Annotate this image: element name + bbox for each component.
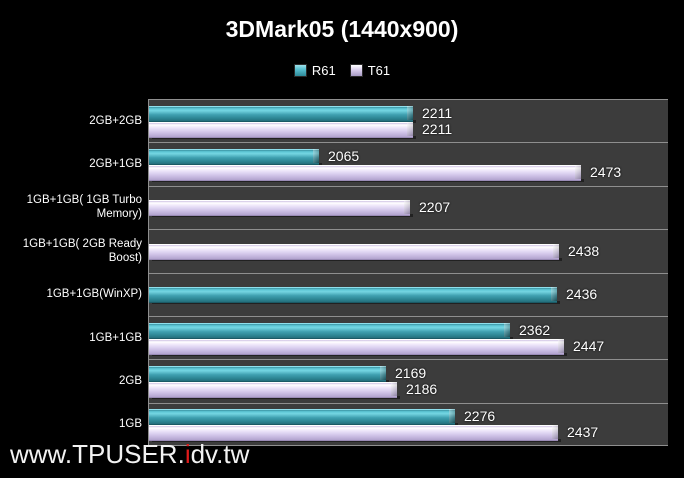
bar-t61 [149,382,400,399]
category-label: 1GB+1GB(WinXP) [46,288,142,300]
category-label: 2GB+2GB [89,115,142,127]
bar-end-cap [404,200,410,214]
bar-end-cap [553,244,559,258]
bar-body [149,323,510,339]
category-label: 1GB+1GB( 2GB Ready Boost) [22,238,142,264]
gridline [149,186,668,187]
bar-end-cap [504,323,510,337]
gridline [149,316,668,317]
category-label: 2GB+1GB [89,158,142,170]
legend-swatch-r61 [293,64,307,77]
bar-body [149,244,559,260]
watermark-suffix: dv.tw [190,439,250,469]
bar-t61 [149,425,561,442]
bar-body [149,425,558,441]
watermark-prefix: www.TPUSER. [10,439,185,469]
gridline [149,229,668,230]
bar-end-cap [551,287,557,301]
bar-t61 [149,122,416,139]
plot-border-bottom [149,445,668,446]
bar-body [149,366,386,382]
bar-body [149,106,413,122]
bar-end-cap [558,339,564,353]
chart-legend: R61 T61 [0,64,684,77]
bar-end-cap [313,149,319,163]
bar-value-label: 2362 [519,322,551,338]
bar-value-label: 2276 [464,408,496,424]
bar-value-label: 2437 [567,424,599,440]
gridline [149,142,668,143]
gridline [149,359,668,360]
bar-value-label: 2473 [590,164,622,180]
watermark: www.TPUSER.idv.tw [10,439,249,470]
bar-t61 [149,244,562,261]
legend-item-r61: R61 [293,63,336,78]
bar-body [149,165,581,181]
bar-r61 [149,149,322,166]
bar-body [149,409,455,425]
legend-label-r61: R61 [311,63,336,78]
bar-end-cap [575,165,581,179]
bar-t61 [149,339,567,356]
bar-r61 [149,106,416,123]
legend-swatch-t61 [349,64,363,77]
bar-value-label: 2438 [568,243,600,259]
gridline [149,273,668,274]
legend-label-t61: T61 [367,63,391,78]
bar-value-label: 2211 [422,121,453,137]
category-label: 1GB+1GB( 1GB Turbo Memory) [26,194,142,220]
bar-r61 [149,366,389,383]
bar-value-label: 2447 [573,338,605,354]
bar-r61 [149,287,560,304]
watermark-accent: i [184,439,191,469]
bar-end-cap [407,122,413,136]
bar-value-label: 2169 [395,365,427,381]
bar-body [149,382,397,398]
bar-value-label: 2065 [328,148,360,164]
chart-title: 3DMark05 (1440x900) [225,16,459,42]
category-label: 2GB [118,375,142,387]
bar-body [149,339,564,355]
bar-r61 [149,409,458,426]
plot-area: 2211 2211 2065 2473 2207 2438 2436 2362 2447 2169… [148,99,668,446]
bar-body [149,287,557,303]
bar-body [149,122,413,138]
bar-end-cap [449,409,455,423]
bar-end-cap [552,425,558,439]
bar-value-label: 2186 [406,381,438,397]
plot-border-top [149,99,668,100]
category-axis-labels: 2GB+2GB 2GB+1GB 1GB+1GB( 1GB Turbo Memory)… [0,99,142,446]
bar-r61 [149,323,513,340]
bar-end-cap [380,366,386,380]
bar-value-label: 2211 [422,105,453,121]
category-label: 1GB+1GB [89,332,142,344]
bar-value-label: 2207 [419,199,451,215]
category-label: 1GB [118,418,142,430]
bar-value-label: 2436 [566,286,598,302]
bar-t61 [149,200,413,217]
bar-end-cap [407,106,413,120]
bar-body [149,149,319,165]
bar-t61 [149,165,584,182]
legend-item-t61: T61 [349,63,391,78]
bar-end-cap [391,382,397,396]
bar-body [149,200,410,216]
gridline [149,403,668,404]
